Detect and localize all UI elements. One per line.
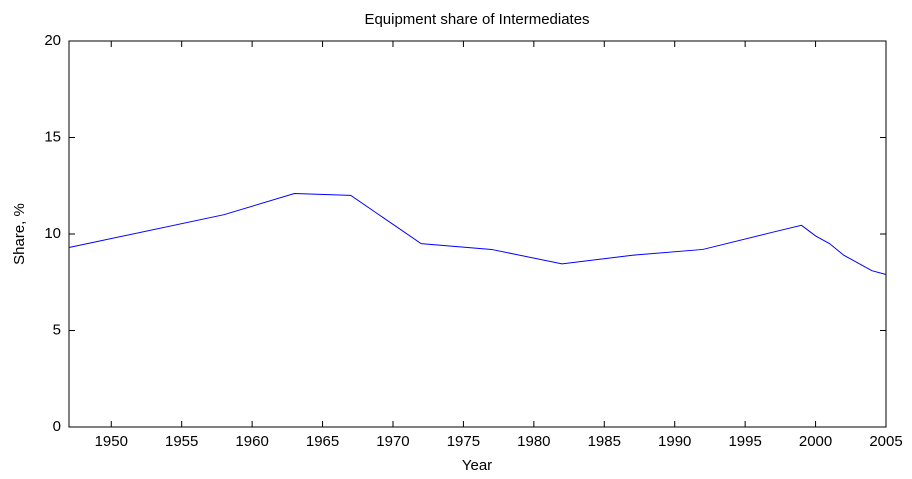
x-tick-label: 2000 bbox=[799, 433, 832, 450]
x-tick-label: 1975 bbox=[447, 433, 480, 450]
y-tick-label: 5 bbox=[53, 321, 61, 338]
y-axis-label: Share, % bbox=[11, 203, 28, 265]
x-tick-label: 1950 bbox=[95, 433, 128, 450]
x-axis-label: Year bbox=[462, 457, 492, 474]
y-tick-label: 0 bbox=[53, 418, 61, 435]
y-tick-label: 10 bbox=[44, 225, 61, 242]
x-tick-label: 1965 bbox=[306, 433, 339, 450]
x-tick-label: 1995 bbox=[728, 433, 761, 450]
x-tick-label: 1960 bbox=[235, 433, 268, 450]
x-tick-label: 1990 bbox=[658, 433, 691, 450]
chart-title: Equipment share of Intermediates bbox=[364, 11, 589, 28]
line-series bbox=[68, 192, 887, 276]
y-tick-label: 15 bbox=[44, 128, 61, 145]
x-tick-label: 2005 bbox=[869, 433, 902, 450]
x-tick-label: 1955 bbox=[165, 433, 198, 450]
x-tick-label: 1980 bbox=[517, 433, 550, 450]
x-tick-label: 1985 bbox=[588, 433, 621, 450]
x-tick-label: 1970 bbox=[376, 433, 409, 450]
y-tick-label: 20 bbox=[44, 32, 61, 49]
